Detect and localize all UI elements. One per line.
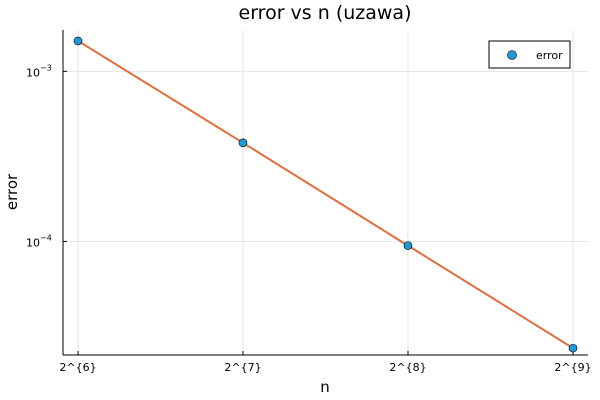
x-tick-label: 2^{8}	[389, 361, 426, 374]
legend-label-error: error	[536, 49, 563, 62]
data-point-error	[238, 138, 248, 148]
x-ticks: 2^{6} 2^{7} 2^{8} 2^{9}	[59, 351, 592, 374]
grid	[63, 30, 588, 355]
y-tick-label: 10−3	[26, 63, 52, 79]
x-tick-label: 2^{6}	[59, 361, 96, 374]
data-point-error	[403, 241, 413, 250]
x-tick-label: 2^{7}	[224, 361, 261, 374]
y-ticks: 10−3 10−4	[26, 63, 67, 249]
chart-title: error vs n (uzawa)	[239, 2, 412, 24]
x-tick-label: 2^{9}	[554, 361, 591, 374]
fit-line	[77, 40, 574, 349]
y-axis-label: error	[3, 173, 21, 210]
data-point-error	[568, 343, 578, 353]
legend-marker-error	[507, 50, 517, 60]
x-axis-label: n	[320, 378, 330, 396]
legend: error	[488, 40, 571, 69]
series-layer	[73, 36, 578, 353]
legend-box	[488, 40, 571, 69]
data-point-error	[73, 36, 83, 46]
y-tick-label: 10−4	[26, 233, 52, 249]
